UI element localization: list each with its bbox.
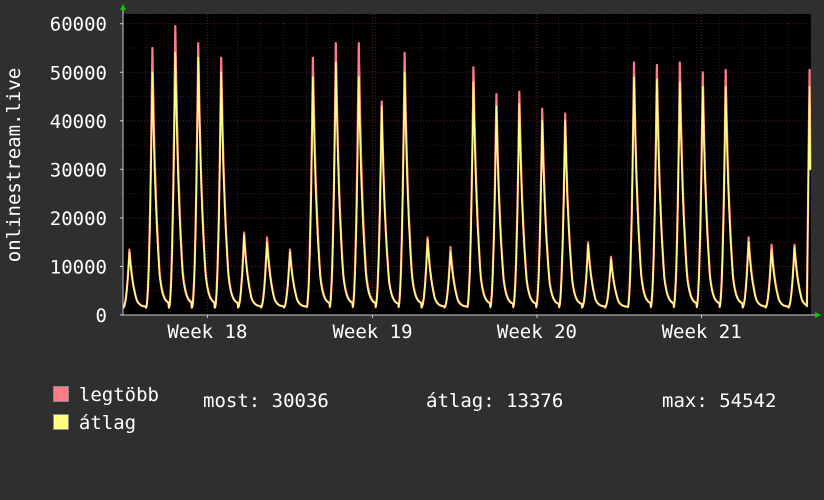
- y-tick-label: 60000: [50, 14, 107, 36]
- legend-row-avg: átlag most: 30036 átlag: 13376 max: 5454…: [30, 390, 820, 500]
- axes: [120, 4, 821, 318]
- y-axis-arrow-icon: [120, 4, 126, 10]
- x-tick-label: Week 18: [167, 321, 247, 343]
- stat-most: most: 30036: [203, 390, 329, 412]
- x-tick-label: Week 19: [332, 321, 412, 343]
- y-axis-label: onlinestream.live: [3, 68, 25, 262]
- x-tick-label: Week 20: [497, 321, 577, 343]
- series-group: [122, 25, 812, 309]
- x-tick-label: Week 21: [662, 321, 742, 343]
- legend-row-max: legtöbb: [30, 362, 159, 406]
- y-tick-label: 0: [96, 305, 107, 327]
- stat-atlag: átlag: 13376: [426, 390, 564, 412]
- y-tick-label: 50000: [50, 62, 107, 84]
- stat-max: max: 54542: [662, 390, 777, 412]
- legend-label-max: legtöbb: [78, 384, 159, 406]
- chart: 0 10000 20000 30000 40000 50000 60000 Week 18 We…: [3, 4, 821, 343]
- y-tick-label: 40000: [50, 111, 107, 133]
- tick-labels: 0 10000 20000 30000 40000 50000 60000 Week 18 We…: [50, 14, 742, 343]
- legend-swatch-max: [52, 386, 69, 402]
- legend-swatch-avg: [52, 414, 69, 430]
- legend-label-avg: átlag: [78, 412, 137, 434]
- y-tick-label: 10000: [50, 256, 107, 278]
- y-tick-label: 20000: [50, 208, 107, 230]
- x-axis-arrow-icon: [815, 312, 821, 318]
- y-tick-label: 30000: [50, 159, 107, 181]
- series-line-avg: [122, 52, 812, 309]
